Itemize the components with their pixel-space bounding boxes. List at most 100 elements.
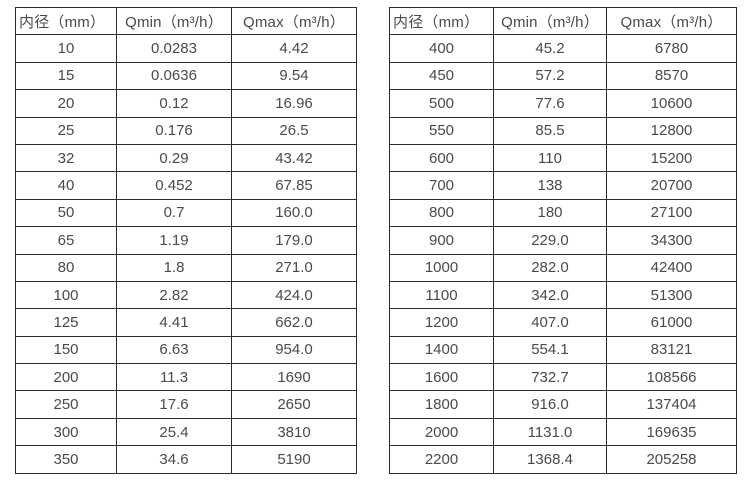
table-cell: 100 — [15, 280, 117, 310]
table-row: 20 0.12 16.96 — [15, 89, 357, 118]
table-cell: 2000 — [389, 417, 494, 447]
table-cell: 179.0 — [231, 226, 357, 255]
header-row: 内径（mm） Qmin（m³/h） Qmax（m³/h） — [15, 6, 357, 36]
table-row: 200 11.3 1690 — [15, 363, 357, 392]
table-body: 400 45.2 6780 450 57.2 8570 500 77.6 10600 550 85.… — [389, 34, 737, 474]
table-row: 600 110 15200 — [389, 143, 737, 173]
table-cell: 11.3 — [116, 363, 232, 392]
table-row: 1600 732.7 108566 — [389, 363, 737, 392]
table-cell: 51300 — [606, 280, 737, 310]
table-cell: 350 — [15, 445, 117, 474]
table-cell: 2.82 — [116, 280, 232, 310]
table-cell: 282.0 — [493, 253, 607, 282]
table-cell: 169635 — [606, 417, 737, 447]
table-cell: 50 — [15, 198, 117, 228]
table-cell: 26.5 — [231, 116, 357, 145]
table-cell: 916.0 — [493, 390, 607, 419]
table-cell: 108566 — [606, 363, 737, 392]
table-cell: 4.42 — [231, 34, 357, 63]
table-row: 32 0.29 43.42 — [15, 143, 357, 173]
table-row: 100 2.82 424.0 — [15, 280, 357, 310]
table-cell: 20 — [15, 89, 117, 118]
table-cell: 27100 — [606, 198, 737, 228]
table-row: 300 25.4 3810 — [15, 417, 357, 447]
table-row: 1800 916.0 137404 — [389, 390, 737, 419]
table-cell: 6.63 — [116, 335, 232, 365]
table-row: 1000 282.0 42400 — [389, 253, 737, 282]
table-cell: 10 — [15, 34, 117, 63]
table-cell: 700 — [389, 171, 494, 200]
table-cell: 0.29 — [116, 143, 232, 173]
table-cell: 4.41 — [116, 308, 232, 337]
table-row: 1400 554.1 83121 — [389, 335, 737, 365]
table-cell: 20700 — [606, 171, 737, 200]
table-row: 250 17.6 2650 — [15, 390, 357, 419]
table-cell: 662.0 — [231, 308, 357, 337]
table-cell: 42400 — [606, 253, 737, 282]
table-cell: 8570 — [606, 61, 737, 91]
table-cell: 17.6 — [116, 390, 232, 419]
table-cell: 200 — [15, 363, 117, 392]
table-cell: 34300 — [606, 226, 737, 255]
table-row: 2000 1131.0 169635 — [389, 417, 737, 447]
table-cell: 600 — [389, 143, 494, 173]
table-cell: 250 — [15, 390, 117, 419]
table-cell: 77.6 — [493, 89, 607, 118]
table-cell: 1600 — [389, 363, 494, 392]
table-cell: 5190 — [231, 445, 357, 474]
table-cell: 57.2 — [493, 61, 607, 91]
table-cell: 65 — [15, 226, 117, 255]
table-cell: 0.452 — [116, 171, 232, 200]
table-cell: 137404 — [606, 390, 737, 419]
table-cell: 83121 — [606, 335, 737, 365]
table-cell: 25 — [15, 116, 117, 145]
column-header: 内径（mm） — [389, 6, 494, 36]
table-cell: 229.0 — [493, 226, 607, 255]
table-cell: 43.42 — [231, 143, 357, 173]
table-cell: 1368.4 — [493, 445, 607, 474]
table-cell: 1.8 — [116, 253, 232, 282]
table-cell: 1000 — [389, 253, 494, 282]
flow-table-small-diameter: 内径（mm） Qmin（m³/h） Qmax（m³/h） 10 0.0283 4.42 1… — [15, 6, 357, 474]
table-cell: 6780 — [606, 34, 737, 63]
table-cell: 271.0 — [231, 253, 357, 282]
table-row: 40 0.452 67.85 — [15, 171, 357, 200]
table-cell: 12800 — [606, 116, 737, 145]
table-cell: 1200 — [389, 308, 494, 337]
table-cell: 67.85 — [231, 171, 357, 200]
table-cell: 205258 — [606, 445, 737, 474]
table-row: 15 0.0636 9.54 — [15, 61, 357, 91]
table-cell: 554.1 — [493, 335, 607, 365]
table-cell: 150 — [15, 335, 117, 365]
table-cell: 550 — [389, 116, 494, 145]
table-cell: 180 — [493, 198, 607, 228]
table-cell: 61000 — [606, 308, 737, 337]
table-cell: 407.0 — [493, 308, 607, 337]
table-cell: 34.6 — [116, 445, 232, 474]
table-cell: 450 — [389, 61, 494, 91]
table-row: 900 229.0 34300 — [389, 226, 737, 255]
table-cell: 300 — [15, 417, 117, 447]
table-cell: 500 — [389, 89, 494, 118]
table-row: 10 0.0283 4.42 — [15, 34, 357, 63]
table-cell: 40 — [15, 171, 117, 200]
table-row: 1200 407.0 61000 — [389, 308, 737, 337]
table-row: 125 4.41 662.0 — [15, 308, 357, 337]
column-header: Qmax（m³/h） — [606, 6, 737, 36]
table-cell: 15200 — [606, 143, 737, 173]
table-cell: 1690 — [231, 363, 357, 392]
table-body: 10 0.0283 4.42 15 0.0636 9.54 20 0.12 16.96 25 0.1… — [15, 34, 357, 474]
table-cell: 0.0283 — [116, 34, 232, 63]
column-header: Qmin（m³/h） — [116, 6, 232, 36]
table-cell: 32 — [15, 143, 117, 173]
flow-table-large-diameter: 内径（mm） Qmin（m³/h） Qmax（m³/h） 400 45.2 6780 45… — [389, 6, 737, 474]
table-cell: 424.0 — [231, 280, 357, 310]
table-cell: 1800 — [389, 390, 494, 419]
table-cell: 125 — [15, 308, 117, 337]
table-cell: 1.19 — [116, 226, 232, 255]
table-cell: 1131.0 — [493, 417, 607, 447]
table-row: 400 45.2 6780 — [389, 34, 737, 63]
table-cell: 3810 — [231, 417, 357, 447]
table-cell: 16.96 — [231, 89, 357, 118]
table-cell: 0.176 — [116, 116, 232, 145]
